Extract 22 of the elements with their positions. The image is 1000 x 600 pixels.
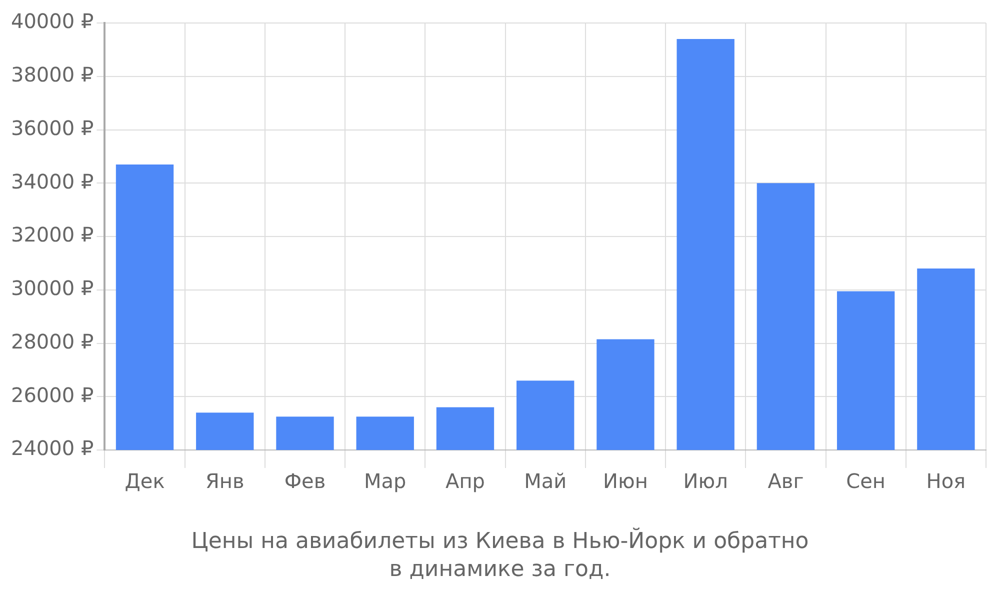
y-tick-label: 36000 ₽	[10, 116, 94, 140]
y-tick-label: 28000 ₽	[10, 329, 94, 354]
x-tick-label: Авг	[768, 469, 804, 494]
y-tick-label: 38000 ₽	[10, 62, 94, 87]
x-tick-label: Июн	[603, 469, 648, 494]
y-tick-label: 26000 ₽	[10, 382, 94, 407]
text: в динамике за год.	[388, 556, 612, 584]
y-tick-label: 34000 ₽	[10, 169, 94, 194]
x-tick-label: Янв	[206, 469, 244, 494]
y-tick-label: 30000 ₽	[10, 276, 94, 300]
x-tick-label: Мар	[364, 469, 406, 494]
x-tick-label: Ноя	[926, 469, 966, 494]
y-tick-label: 32000 ₽	[10, 222, 94, 247]
y-tick-label: 24000 ₽	[10, 436, 94, 460]
x-tick-label: Июл	[683, 469, 728, 494]
x-tick-label: Апр	[446, 469, 485, 494]
text: Цены на авиабилеты из Киева в Нью-Йорк и обратно	[190, 528, 810, 556]
x-tick-label: Май	[524, 469, 567, 494]
y-tick-label: 40000 ₽	[10, 9, 94, 34]
x-tick-label: Фев	[284, 469, 326, 494]
x-tick-label: Дек	[124, 469, 165, 494]
x-tick-label: Сен	[846, 469, 886, 494]
